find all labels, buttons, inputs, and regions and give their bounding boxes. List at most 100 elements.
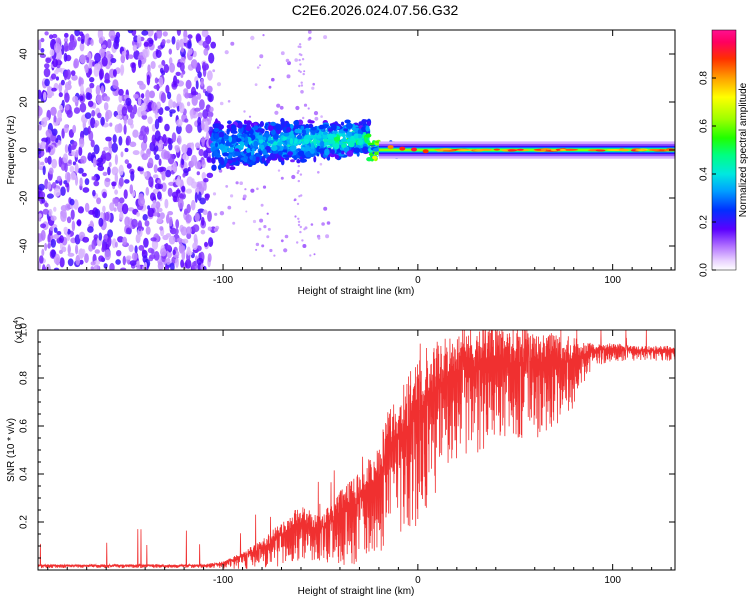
heatmap-cell — [159, 226, 164, 231]
heatmap-cell — [501, 149, 511, 152]
heatmap-cell — [50, 91, 55, 97]
heatmap-cell — [227, 100, 231, 103]
heatmap-cell — [340, 138, 348, 143]
heatmap-cell — [44, 31, 49, 36]
heatmap-cell — [97, 162, 104, 168]
heatmap-cell — [194, 107, 201, 112]
heatmap-cell — [204, 120, 209, 131]
heatmap-cell — [73, 199, 79, 210]
heatmap-cell — [71, 74, 78, 81]
heatmap-cell — [93, 234, 99, 240]
heatmap-cell — [145, 89, 151, 101]
heatmap-cell — [92, 189, 96, 197]
heatmap-cell — [110, 57, 117, 64]
heatmap-cell — [165, 84, 170, 94]
heatmap-cell — [168, 143, 173, 151]
heatmap-cell — [84, 33, 88, 45]
heatmap-cell — [118, 88, 124, 96]
heatmap-cell — [80, 39, 85, 44]
heatmap-cell — [67, 80, 72, 86]
heatmap-cell — [325, 234, 330, 239]
heatmap-cell — [202, 109, 209, 119]
heatmap-cell — [150, 237, 157, 242]
heatmap-cell — [372, 148, 380, 152]
heatmap-cell — [184, 92, 190, 99]
heatmap-cell — [214, 212, 218, 216]
heatmap-cell — [98, 217, 104, 227]
heatmap-cell — [179, 192, 187, 200]
heatmap-cell — [63, 226, 68, 234]
spectrogram-axes: -100 0 100 40 20 0 -20 -40 — [19, 30, 675, 286]
heatmap-cell — [253, 125, 259, 131]
heatmap-cell — [208, 237, 214, 248]
heatmap-cell — [61, 246, 67, 253]
heatmap-cell — [88, 58, 93, 70]
heatmap-cell — [245, 210, 248, 213]
heatmap-cell — [131, 252, 138, 261]
heatmap-cell — [83, 127, 90, 136]
heatmap-cell — [120, 66, 124, 76]
heatmap-cell — [38, 160, 41, 170]
heatmap-cell — [331, 149, 335, 155]
heatmap-cell — [213, 227, 218, 232]
heatmap-cell — [289, 145, 297, 152]
heatmap-cell — [123, 124, 127, 135]
heatmap-cell — [255, 248, 258, 251]
page-title: C2E6.2026.024.07.56.G32 — [291, 2, 459, 18]
heatmap-cell — [79, 138, 85, 148]
heatmap-cell — [300, 90, 304, 94]
heatmap-cell — [105, 109, 113, 120]
heatmap-cell — [295, 105, 300, 111]
heatmap-cell — [193, 233, 198, 244]
heatmap-cell — [125, 227, 131, 235]
heatmap-cell — [540, 148, 547, 151]
heatmap-cell — [53, 227, 58, 233]
heatmap-cell — [181, 250, 186, 261]
heatmap-cell — [151, 124, 156, 132]
heatmap-cell — [182, 173, 186, 178]
heatmap-cell — [118, 197, 125, 204]
heatmap-cell — [86, 56, 90, 64]
heatmap-cell — [94, 208, 101, 219]
heatmap-cell — [261, 156, 265, 164]
heatmap-cell — [167, 187, 173, 197]
heatmap-cell — [146, 148, 151, 158]
heatmap-cell — [286, 126, 292, 133]
heatmap-cell — [149, 141, 156, 152]
heatmap-cell — [112, 134, 117, 144]
heatmap-cell — [323, 206, 328, 211]
heatmap-cell — [44, 157, 49, 164]
heatmap-cell — [161, 59, 166, 67]
heatmap-cell — [267, 140, 275, 144]
heatmap-cell — [160, 248, 167, 257]
heatmap-cell — [40, 48, 45, 53]
heatmap-cell — [250, 35, 255, 41]
heatmap-cell — [303, 139, 310, 145]
heatmap-cell — [235, 138, 242, 143]
heatmap-cell — [61, 209, 67, 219]
heatmap-cell — [158, 158, 162, 166]
heatmap-cell — [168, 99, 174, 109]
heatmap-cell — [72, 95, 79, 103]
heatmap-cell — [176, 237, 183, 243]
heatmap-cell — [309, 135, 315, 139]
heatmap-cell — [54, 42, 61, 54]
heatmap-cell — [51, 73, 57, 80]
heatmap-cell — [246, 148, 251, 154]
heatmap-cell — [40, 37, 45, 43]
heatmap-cell — [70, 144, 77, 150]
heatmap-cell — [171, 132, 177, 143]
colorbar-tick-label: 0.4 — [699, 167, 710, 181]
spectrogram-ylabel: Frequency (Hz) — [6, 116, 17, 185]
heatmap-cell — [206, 38, 211, 43]
heatmap-cell — [43, 91, 47, 101]
heatmap-cell — [121, 106, 128, 117]
heatmap-cell — [294, 58, 299, 62]
heatmap-cell — [113, 207, 117, 212]
heatmap-cell — [145, 226, 151, 235]
heatmap-cell — [69, 198, 75, 206]
heatmap-cell — [53, 115, 57, 123]
heatmap-cell — [259, 121, 264, 127]
heatmap-cell — [87, 226, 94, 233]
heatmap-cell — [275, 123, 282, 131]
